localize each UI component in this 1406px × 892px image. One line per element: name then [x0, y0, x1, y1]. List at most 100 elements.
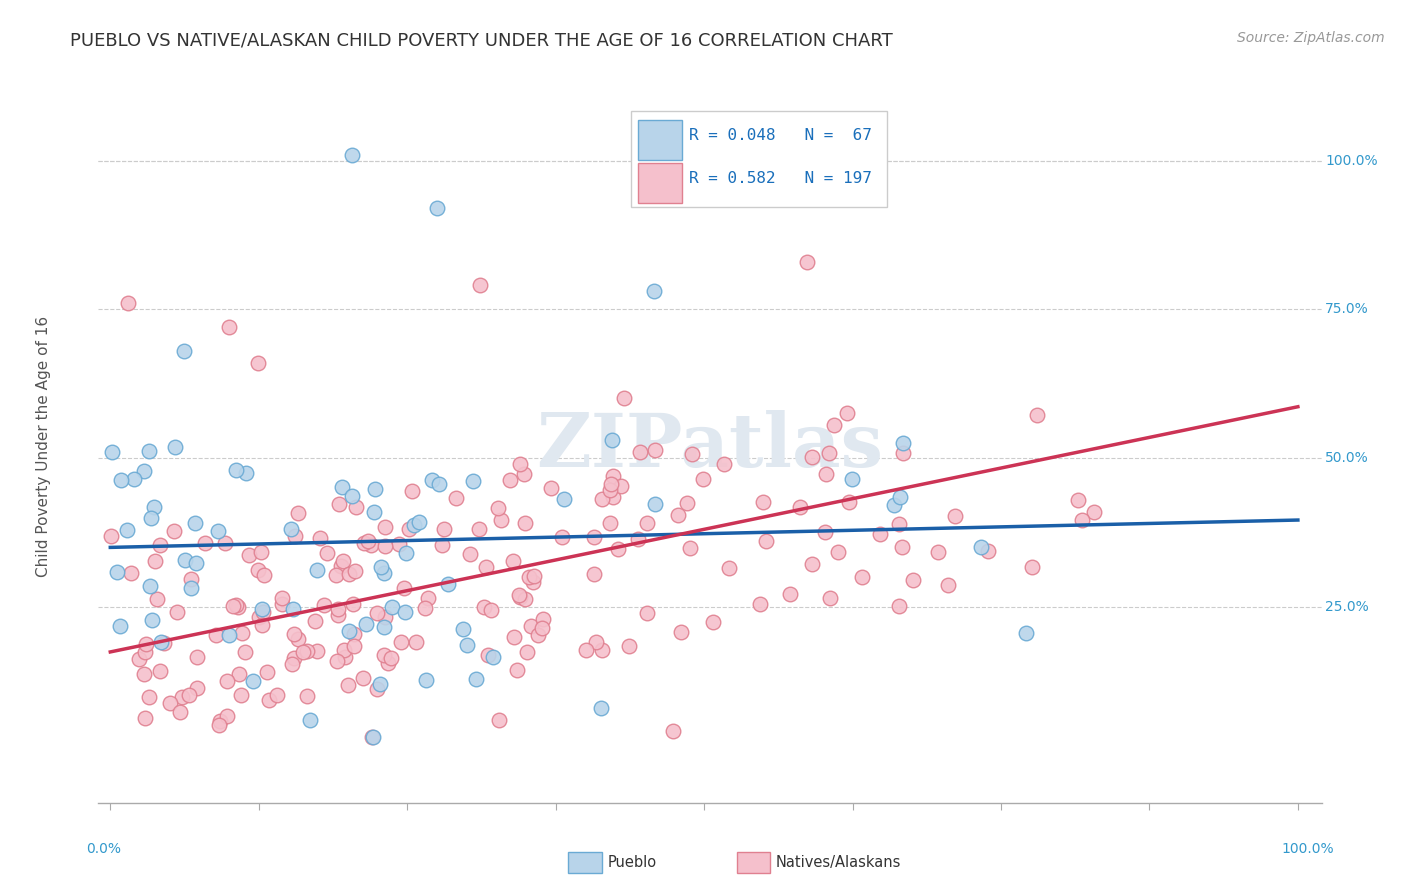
- Point: [444, 491, 467, 506]
- Point: [177, 688, 200, 702]
- Point: [789, 500, 811, 514]
- Point: [509, 458, 531, 472]
- Point: [165, 440, 187, 454]
- Point: [328, 497, 350, 511]
- Point: [1066, 492, 1088, 507]
- Point: [374, 519, 396, 533]
- Point: [146, 591, 169, 606]
- Point: [149, 664, 172, 678]
- Point: [509, 591, 531, 605]
- Point: [755, 533, 778, 548]
- Point: [522, 574, 544, 589]
- Text: PUEBLO VS NATIVE/ALASKAN CHILD POVERTY UNDER THE AGE OF 16 CORRELATION CHART: PUEBLO VS NATIVE/ALASKAN CHILD POVERTY U…: [70, 31, 893, 49]
- Point: [841, 472, 863, 486]
- Point: [475, 560, 498, 574]
- Point: [628, 445, 651, 459]
- Point: [141, 613, 163, 627]
- Point: [426, 201, 449, 215]
- Point: [523, 569, 546, 583]
- Point: [162, 524, 184, 538]
- Point: [520, 619, 543, 633]
- Point: [456, 638, 478, 652]
- Point: [969, 540, 991, 554]
- Point: [360, 538, 382, 552]
- Point: [517, 569, 540, 583]
- Point: [936, 577, 959, 591]
- Point: [366, 606, 388, 620]
- Point: [662, 724, 685, 739]
- Point: [259, 693, 281, 707]
- Point: [238, 548, 260, 562]
- Point: [143, 500, 166, 514]
- Point: [281, 601, 304, 615]
- Point: [551, 531, 574, 545]
- Point: [134, 645, 156, 659]
- Point: [229, 688, 252, 702]
- Point: [477, 648, 499, 662]
- Point: [361, 731, 384, 745]
- Point: [228, 666, 250, 681]
- Point: [427, 477, 450, 491]
- Point: [499, 473, 522, 487]
- Point: [325, 654, 347, 668]
- Point: [502, 554, 524, 568]
- Point: [889, 490, 911, 504]
- Point: [489, 513, 512, 527]
- Point: [671, 625, 693, 640]
- Point: [330, 480, 353, 494]
- Point: [333, 650, 356, 665]
- Point: [599, 516, 621, 530]
- Point: [226, 599, 249, 614]
- Point: [388, 537, 411, 551]
- Point: [607, 541, 630, 556]
- FancyBboxPatch shape: [638, 120, 682, 160]
- Point: [205, 628, 228, 642]
- Point: [389, 635, 412, 649]
- Point: [166, 605, 188, 619]
- Point: [815, 467, 838, 481]
- Point: [315, 546, 337, 560]
- Point: [433, 522, 456, 536]
- Point: [413, 600, 436, 615]
- Point: [676, 496, 699, 510]
- Point: [468, 522, 491, 536]
- Point: [702, 615, 724, 630]
- Text: Pueblo: Pueblo: [607, 855, 657, 870]
- Point: [713, 457, 735, 471]
- Point: [342, 597, 364, 611]
- Point: [343, 639, 366, 653]
- Point: [193, 536, 215, 550]
- Point: [527, 628, 550, 642]
- Point: [508, 588, 530, 602]
- Point: [120, 566, 142, 581]
- Point: [679, 541, 702, 556]
- Point: [405, 635, 427, 649]
- Point: [235, 466, 257, 480]
- Point: [299, 713, 322, 727]
- Point: [373, 566, 395, 580]
- Point: [461, 474, 484, 488]
- Point: [589, 700, 612, 714]
- Text: 50.0%: 50.0%: [1326, 450, 1369, 465]
- Point: [636, 607, 658, 621]
- Point: [827, 545, 849, 559]
- Point: [644, 497, 666, 511]
- Point: [838, 495, 860, 509]
- Point: [180, 572, 202, 586]
- Point: [100, 529, 122, 543]
- Point: [352, 671, 374, 685]
- Point: [209, 714, 232, 728]
- Point: [312, 598, 335, 612]
- Point: [779, 587, 801, 601]
- Point: [231, 625, 253, 640]
- Point: [718, 560, 741, 574]
- Text: Natives/Alaskans: Natives/Alaskans: [776, 855, 901, 870]
- Point: [101, 445, 124, 459]
- Point: [374, 610, 396, 624]
- Point: [402, 517, 425, 532]
- Point: [818, 446, 841, 460]
- Point: [134, 464, 156, 478]
- Point: [242, 674, 264, 689]
- Point: [451, 622, 474, 636]
- Point: [115, 523, 138, 537]
